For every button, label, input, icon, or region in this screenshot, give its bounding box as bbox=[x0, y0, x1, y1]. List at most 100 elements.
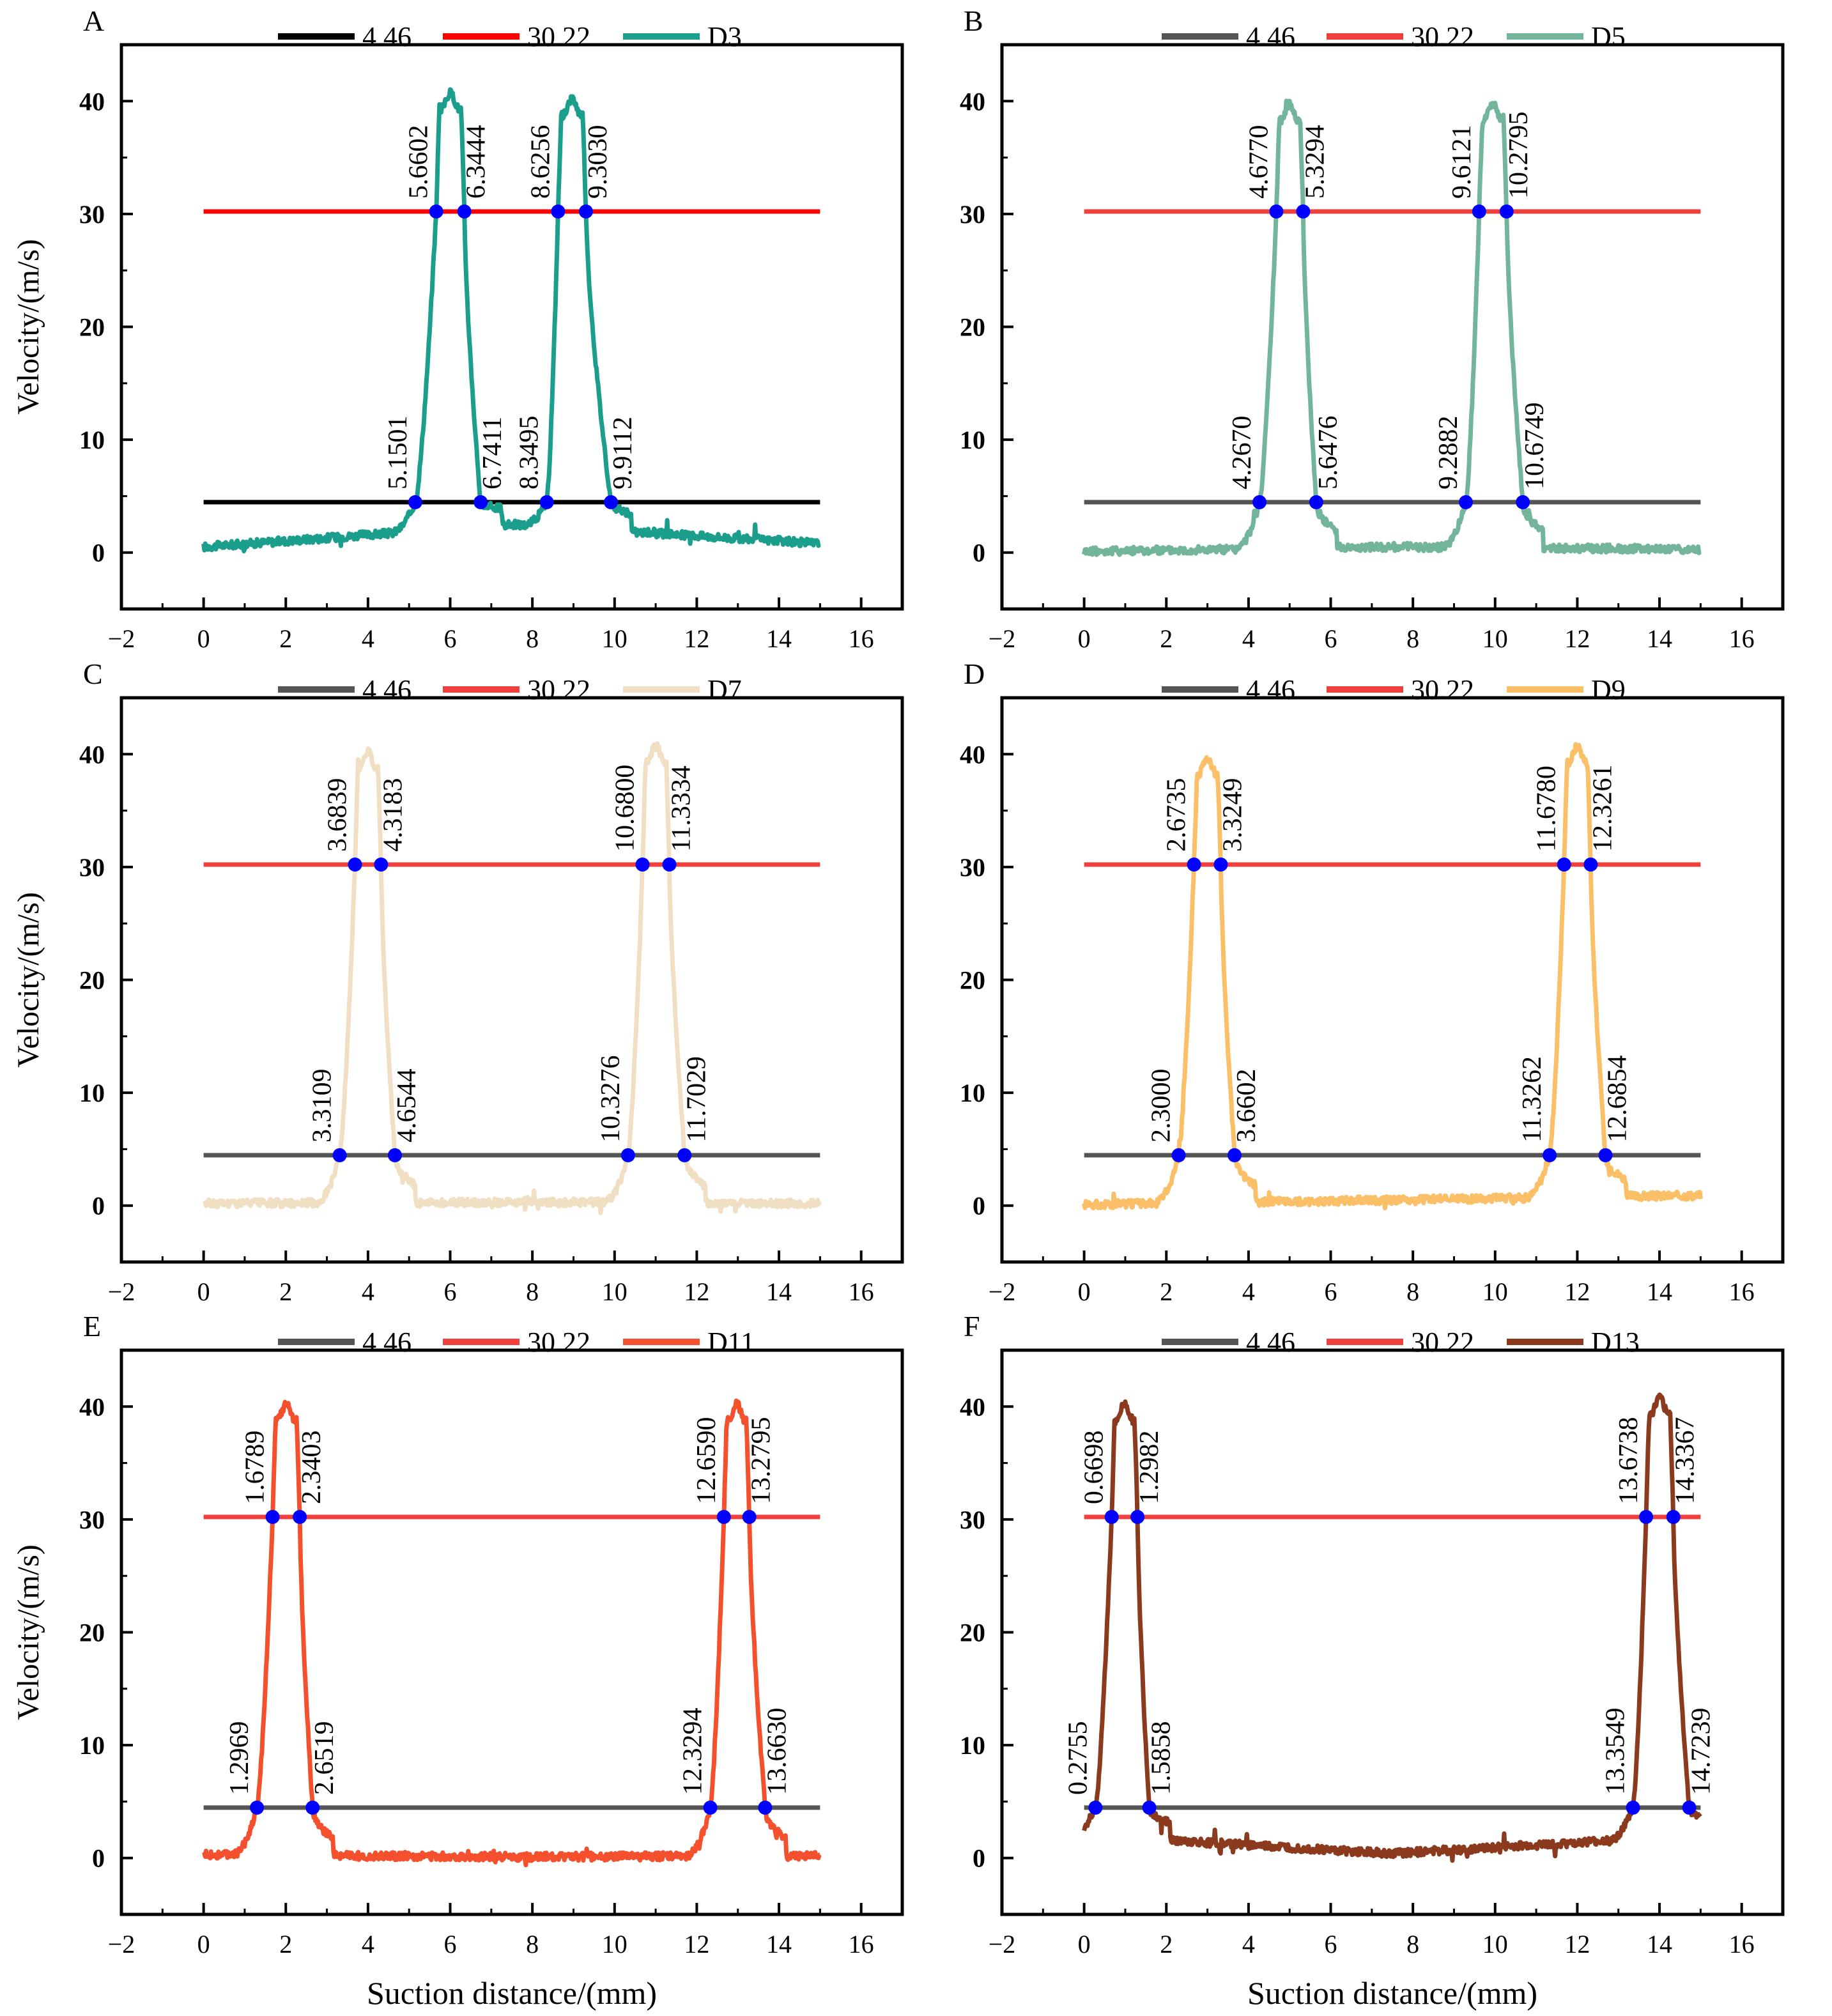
x-tick-label: 4 bbox=[362, 624, 374, 653]
x-tick-label: −2 bbox=[989, 1277, 1016, 1306]
legend-entry: 30.22 bbox=[443, 674, 590, 705]
y-tick-label: 0 bbox=[92, 539, 105, 567]
x-tick-label: 6 bbox=[444, 624, 457, 653]
crossing-4-point bbox=[1228, 1148, 1242, 1162]
y-tick-label: 20 bbox=[960, 313, 985, 342]
crossing-30-label: 12.6590 bbox=[692, 1417, 721, 1505]
crossing-4-label: 1.5858 bbox=[1147, 1721, 1176, 1795]
x-tick-label: 8 bbox=[1406, 1277, 1419, 1306]
crossing-30-point bbox=[1666, 1510, 1681, 1525]
plot-frame bbox=[1000, 1348, 1785, 1916]
legend-label: 30.22 bbox=[1411, 21, 1474, 52]
crossing-30-point bbox=[1583, 858, 1598, 872]
x-tick-label: 8 bbox=[1406, 1930, 1419, 1958]
legend-entry: 30.22 bbox=[443, 21, 590, 52]
panel-f: F −2 0 2 4 6 8 10 12 14 16 0 10 20 30 40 Suction distanc… bbox=[960, 1310, 1785, 2011]
crossing-30-label: 5.6602 bbox=[404, 125, 434, 199]
crossing-30-label: 9.6121 bbox=[1447, 125, 1477, 199]
plot-frame bbox=[119, 1348, 904, 1916]
legend-label: 30.22 bbox=[527, 21, 590, 52]
crossing-4-label: 5.6476 bbox=[1314, 415, 1343, 489]
crossing-4-point bbox=[387, 1148, 402, 1162]
y-tick-label: 10 bbox=[79, 1731, 105, 1760]
y-tick-label: 40 bbox=[79, 87, 105, 116]
legend-entry: 4.46 bbox=[278, 21, 412, 52]
y-axis-label: Velocity/(m/s) bbox=[12, 1544, 45, 1720]
legend-label: 4.46 bbox=[362, 21, 412, 52]
y-axis-label: Velocity/(m/s) bbox=[12, 239, 45, 415]
crossing-4-point bbox=[473, 495, 488, 509]
crossing-30-point bbox=[1472, 204, 1486, 219]
crossing-30-point bbox=[1187, 858, 1201, 872]
x-tick-label: 10 bbox=[1482, 624, 1508, 653]
crossing-4-point bbox=[1459, 495, 1474, 509]
legend-entry: D7 bbox=[623, 674, 742, 705]
crossing-4-point bbox=[1626, 1800, 1640, 1815]
x-tick-label: 2 bbox=[279, 1277, 292, 1306]
x-tick-label: −2 bbox=[989, 1930, 1016, 1958]
crossing-4-label: 0.2755 bbox=[1063, 1721, 1093, 1795]
crossing-30-point bbox=[348, 858, 362, 872]
x-tick-label: 12 bbox=[684, 1277, 709, 1306]
crossing-30-label: 5.3294 bbox=[1300, 125, 1330, 199]
panel-a: A −2 0 2 4 6 8 10 12 14 16 0 10 20 30 40 Velocity/(m/s) 4… bbox=[12, 4, 904, 653]
crossing-30-label: 4.3183 bbox=[378, 778, 408, 852]
crossing-30-point bbox=[1269, 204, 1284, 219]
x-tick-label: 10 bbox=[602, 624, 627, 653]
panel-b: B −2 0 2 4 6 8 10 12 14 16 0 10 20 30 40 4.46 30.22 D5 4.67… bbox=[960, 4, 1785, 653]
crossing-30-label: 14.3367 bbox=[1671, 1417, 1700, 1505]
crossing-30-label: 12.3261 bbox=[1588, 765, 1617, 852]
crossing-4-label: 4.6544 bbox=[392, 1068, 422, 1143]
legend-entry: 30.22 bbox=[1327, 21, 1474, 52]
crossing-30-point bbox=[635, 858, 650, 872]
panel-label: B bbox=[964, 4, 983, 37]
crossing-30-point bbox=[265, 1510, 280, 1525]
crossing-30-label: 9.3030 bbox=[583, 125, 613, 199]
y-tick-label: 10 bbox=[960, 426, 985, 454]
x-tick-label: 8 bbox=[1406, 624, 1419, 653]
crossing-4-label: 5.1501 bbox=[383, 415, 413, 489]
crossing-30-point bbox=[374, 858, 389, 872]
crossing-4-label: 13.6630 bbox=[762, 1707, 792, 1795]
x-tick-label: 0 bbox=[1078, 1277, 1091, 1306]
x-tick-label: 0 bbox=[1078, 1930, 1091, 1958]
legend-entry: D3 bbox=[623, 21, 742, 52]
crossing-4-point bbox=[408, 495, 422, 509]
y-tick-label: 30 bbox=[960, 200, 985, 229]
x-tick-label: 16 bbox=[849, 1277, 874, 1306]
crossing-30-label: 4.6770 bbox=[1244, 125, 1274, 199]
y-tick-label: 20 bbox=[79, 966, 105, 995]
crossing-30-label: 13.2795 bbox=[747, 1417, 776, 1505]
legend-label: 4.46 bbox=[1246, 674, 1295, 705]
x-tick-label: 16 bbox=[849, 1930, 874, 1958]
crossing-4-point bbox=[1171, 1148, 1186, 1162]
x-tick-label: 12 bbox=[1564, 624, 1590, 653]
x-tick-label: −2 bbox=[108, 1930, 135, 1958]
y-tick-label: 40 bbox=[960, 740, 985, 769]
legend-label: 30.22 bbox=[1411, 1327, 1474, 1358]
crossing-30-label: 10.6800 bbox=[611, 765, 640, 852]
crossing-4-label: 12.6854 bbox=[1603, 1055, 1633, 1143]
crossing-4-label: 14.7239 bbox=[1687, 1707, 1716, 1795]
legend-label: D7 bbox=[707, 674, 742, 705]
x-tick-label: 10 bbox=[602, 1930, 627, 1958]
y-tick-label: 40 bbox=[960, 87, 985, 116]
crossing-4-label: 4.2670 bbox=[1228, 415, 1257, 489]
crossing-4-label: 6.7411 bbox=[478, 417, 507, 489]
crossing-30-label: 3.6839 bbox=[323, 778, 353, 852]
series-line bbox=[202, 1398, 822, 1868]
crossing-4-point bbox=[332, 1148, 347, 1162]
crossing-30-point bbox=[457, 204, 472, 219]
panel-label: E bbox=[83, 1310, 101, 1343]
crossing-4-label: 3.3109 bbox=[308, 1068, 337, 1143]
x-tick-label: 14 bbox=[766, 1930, 792, 1958]
crossing-4-label: 9.9112 bbox=[608, 417, 638, 489]
legend-label: D5 bbox=[1591, 21, 1626, 52]
series-line bbox=[1082, 742, 1703, 1211]
crossing-30-label: 2.3403 bbox=[297, 1431, 327, 1505]
legend-label: D13 bbox=[1591, 1327, 1640, 1358]
crossing-4-point bbox=[1516, 495, 1530, 509]
legend-entry: 30.22 bbox=[443, 1327, 590, 1358]
y-tick-label: 20 bbox=[79, 313, 105, 342]
y-tick-label: 20 bbox=[960, 1619, 985, 1647]
